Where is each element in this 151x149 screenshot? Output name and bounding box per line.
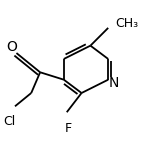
Text: Cl: Cl [3,115,15,128]
Text: CH₃: CH₃ [116,17,139,30]
Text: O: O [7,40,18,54]
Text: F: F [65,122,72,135]
Text: N: N [109,76,119,90]
